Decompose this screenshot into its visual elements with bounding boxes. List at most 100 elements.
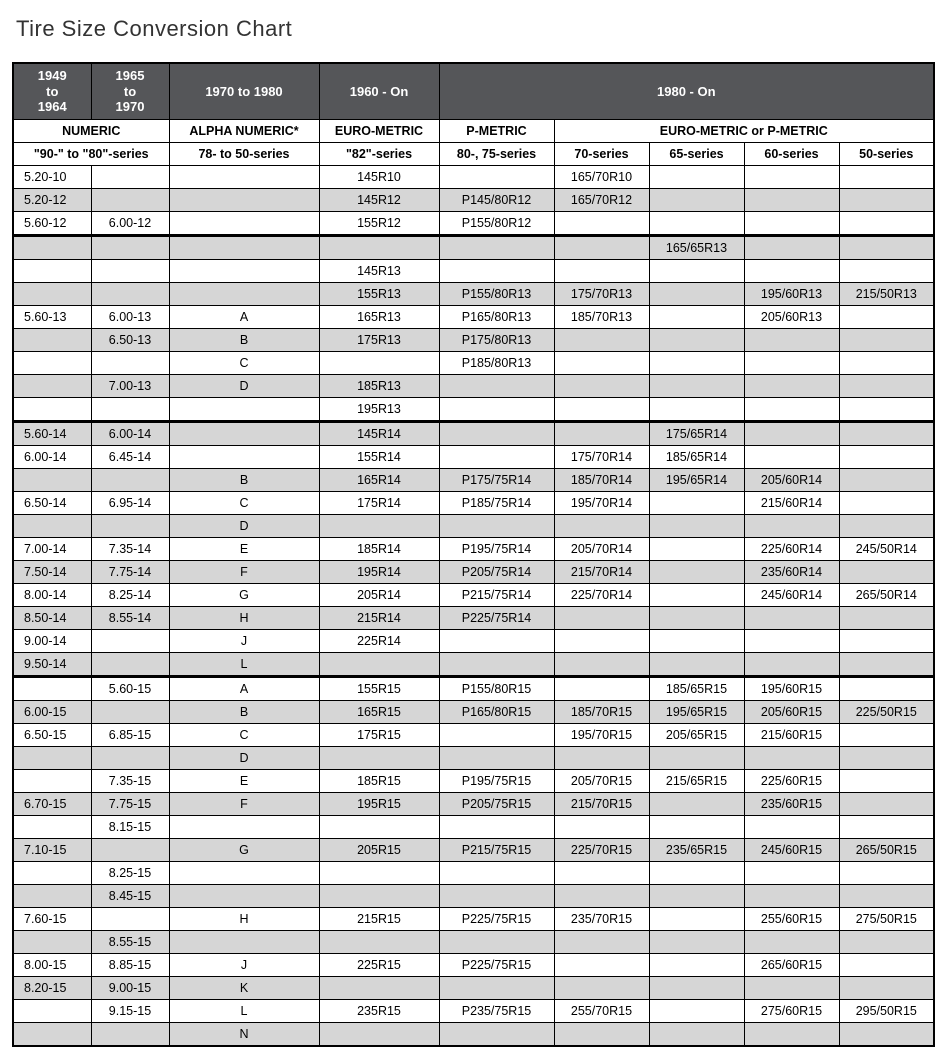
table-cell <box>91 629 169 652</box>
table-cell <box>744 746 839 769</box>
table-cell: P165/80R15 <box>439 700 554 723</box>
table-cell <box>839 468 934 491</box>
table-cell: 185/70R14 <box>554 468 649 491</box>
series-header-cell: 50-series <box>839 142 934 165</box>
table-cell <box>554 861 649 884</box>
table-cell: B <box>169 468 319 491</box>
table-cell <box>839 676 934 700</box>
table-cell <box>649 211 744 235</box>
table-cell: 7.50-14 <box>13 560 91 583</box>
table-cell <box>91 282 169 305</box>
table-cell <box>319 652 439 676</box>
table-cell <box>439 723 554 746</box>
table-cell: D <box>169 374 319 397</box>
table-cell <box>649 861 744 884</box>
table-cell: 8.50-14 <box>13 606 91 629</box>
table-cell: 265/60R15 <box>744 953 839 976</box>
table-cell: 6.85-15 <box>91 723 169 746</box>
table-cell: P225/75R15 <box>439 907 554 930</box>
table-cell: 8.00-15 <box>13 953 91 976</box>
series-header-cell: "82"-series <box>319 142 439 165</box>
table-cell: 165R13 <box>319 305 439 328</box>
table-cell <box>554 259 649 282</box>
table-cell: E <box>169 537 319 560</box>
table-cell: 9.00-15 <box>91 976 169 999</box>
table-cell <box>839 723 934 746</box>
series-header-cell: 60-series <box>744 142 839 165</box>
table-row: 165/65R13 <box>13 235 934 259</box>
table-cell <box>649 746 744 769</box>
table-cell: G <box>169 583 319 606</box>
table-cell <box>744 652 839 676</box>
table-cell: 8.45-15 <box>91 884 169 907</box>
table-cell: H <box>169 606 319 629</box>
table-cell <box>439 235 554 259</box>
table-cell <box>839 445 934 468</box>
table-cell <box>839 606 934 629</box>
table-cell <box>554 930 649 953</box>
table-cell: 185R13 <box>319 374 439 397</box>
table-cell <box>91 907 169 930</box>
table-cell <box>13 514 91 537</box>
table-cell <box>649 792 744 815</box>
series-header-row: "90-" to "80"-series78- to 50-series"82"… <box>13 142 934 165</box>
category-header-cell: EURO-METRIC or P-METRIC <box>554 119 934 142</box>
table-cell <box>169 861 319 884</box>
table-cell <box>91 838 169 861</box>
era-header-cell: 1949to1964 <box>13 63 91 119</box>
table-cell: C <box>169 723 319 746</box>
table-cell <box>13 861 91 884</box>
table-cell <box>839 629 934 652</box>
table-cell: P215/75R14 <box>439 583 554 606</box>
table-cell: G <box>169 838 319 861</box>
table-cell <box>839 815 934 838</box>
table-row: 6.00-15B165R15P165/80R15185/70R15195/65R… <box>13 700 934 723</box>
table-cell <box>439 165 554 188</box>
table-cell: 185/65R14 <box>649 445 744 468</box>
table-cell: 145R12 <box>319 188 439 211</box>
table-cell <box>439 445 554 468</box>
table-row: 9.00-14J225R14 <box>13 629 934 652</box>
table-row: 5.60-15A155R15P155/80R15185/65R15195/60R… <box>13 676 934 700</box>
table-cell: P145/80R12 <box>439 188 554 211</box>
table-cell: 195R15 <box>319 792 439 815</box>
table-cell: 6.45-14 <box>91 445 169 468</box>
table-cell <box>839 397 934 421</box>
table-cell: E <box>169 769 319 792</box>
table-cell <box>839 652 934 676</box>
table-cell <box>554 374 649 397</box>
table-row: 7.50-147.75-14F195R14P205/75R14215/70R14… <box>13 560 934 583</box>
table-cell <box>649 1022 744 1046</box>
series-header-cell: 65-series <box>649 142 744 165</box>
table-cell <box>744 514 839 537</box>
table-cell <box>839 746 934 769</box>
table-cell: 245/50R14 <box>839 537 934 560</box>
table-cell: 7.00-13 <box>91 374 169 397</box>
table-cell: 6.00-13 <box>91 305 169 328</box>
category-header-cell: ALPHA NUMERIC* <box>169 119 319 142</box>
table-cell: 195/60R13 <box>744 282 839 305</box>
table-cell: 225/60R15 <box>744 769 839 792</box>
table-cell <box>744 211 839 235</box>
table-cell <box>744 976 839 999</box>
table-cell <box>91 468 169 491</box>
table-cell: B <box>169 700 319 723</box>
table-cell <box>13 468 91 491</box>
table-cell: 5.60-15 <box>91 676 169 700</box>
table-cell: 6.00-14 <box>91 421 169 445</box>
table-row: 8.45-15 <box>13 884 934 907</box>
table-cell: 9.50-14 <box>13 652 91 676</box>
table-cell: P205/75R15 <box>439 792 554 815</box>
table-cell: P185/80R13 <box>439 351 554 374</box>
table-cell <box>13 884 91 907</box>
table-cell: 8.25-15 <box>91 861 169 884</box>
conversion-table: 1949to19641965to19701970 to 19801960 - O… <box>12 62 935 1047</box>
table-cell <box>319 235 439 259</box>
table-cell: 155R13 <box>319 282 439 305</box>
table-cell <box>13 282 91 305</box>
table-cell: 215/70R15 <box>554 792 649 815</box>
table-cell: 205/65R15 <box>649 723 744 746</box>
table-cell: 215/65R15 <box>649 769 744 792</box>
table-cell: 225R14 <box>319 629 439 652</box>
table-cell: 145R10 <box>319 165 439 188</box>
